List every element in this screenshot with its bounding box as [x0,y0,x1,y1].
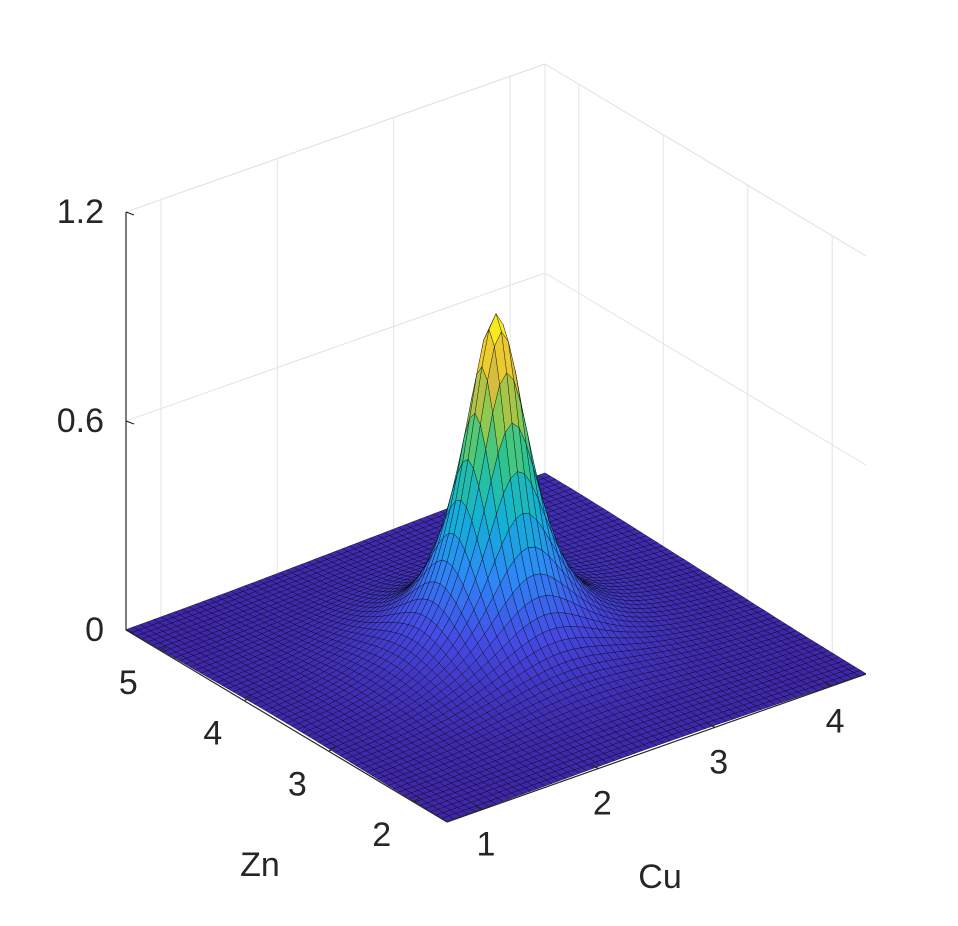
x-tick [591,764,599,770]
x-axis-title: Cu [638,858,681,896]
surface-mesh [125,312,867,822]
z-grid-line [125,63,546,213]
y-tick [159,645,168,651]
z-tick-label: 1.2 [57,193,104,231]
z-tick [125,420,135,425]
x-tick [474,805,483,811]
z-grid-line [544,272,867,466]
z-tick [125,211,135,216]
z-tick-label: 0.6 [57,402,104,440]
z-grid-line [125,272,546,422]
x-tick [823,681,832,687]
x-tick-label: 3 [709,743,728,781]
y-axis-line [125,629,448,823]
y-tick-label: 2 [372,816,391,854]
axes [125,211,867,823]
y-tick-label: 3 [288,765,307,803]
y-tick-label: 5 [119,664,138,702]
tick-labels: 1 2 3 4 2 3 4 50 0.6 1.2 [57,193,845,864]
z-tick-label: 0 [85,611,104,649]
x-tick-label: 2 [593,785,612,823]
y-tick [328,746,337,752]
x-axis-line [446,673,867,823]
z-tick [125,629,135,634]
y-tick [412,797,421,803]
y-axis-title: Zn [240,846,280,884]
x-tick-label: 1 [476,826,495,864]
x-tick-label: 4 [826,702,845,740]
y-tick [243,696,252,702]
y-tick-label: 4 [203,715,222,753]
z-grid-line [544,63,867,257]
x-tick [707,722,715,728]
